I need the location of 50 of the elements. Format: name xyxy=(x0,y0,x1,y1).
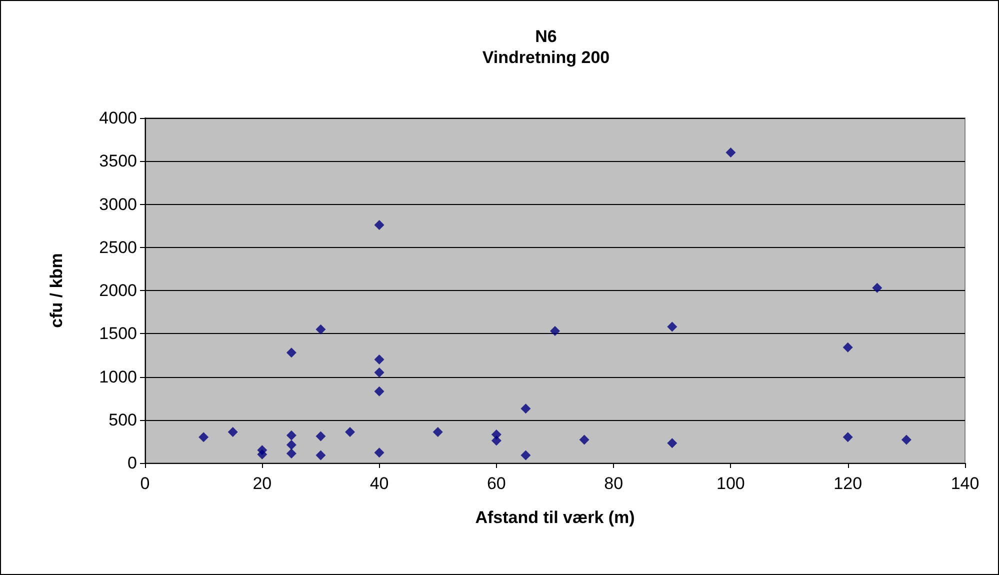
point xyxy=(316,324,326,334)
point xyxy=(432,426,443,437)
point xyxy=(579,434,590,445)
point xyxy=(901,434,912,445)
y-tick-label: 1500 xyxy=(99,324,137,344)
point xyxy=(374,367,384,378)
point xyxy=(842,432,853,442)
point xyxy=(726,148,736,158)
y-tick-label: 0 xyxy=(128,454,137,472)
point xyxy=(257,449,268,460)
chart-title: N6 xyxy=(535,27,557,46)
point xyxy=(286,430,296,440)
point xyxy=(374,220,384,230)
point xyxy=(374,386,384,396)
point xyxy=(520,450,531,460)
x-axis-title: Afstand til værk (m) xyxy=(475,508,635,527)
x-tick-label: 140 xyxy=(950,474,980,493)
x-tick-label: 100 xyxy=(716,474,745,493)
y-tick-label: 500 xyxy=(108,410,137,430)
point xyxy=(667,322,678,332)
point xyxy=(520,404,531,414)
point xyxy=(667,438,678,448)
y-tick-label: 2500 xyxy=(99,238,137,257)
x-tick-label: 120 xyxy=(834,474,862,493)
y-tick-label: 2000 xyxy=(99,281,137,300)
point xyxy=(286,440,296,450)
point xyxy=(374,354,384,364)
x-tick-label: 20 xyxy=(252,474,272,493)
point xyxy=(286,348,296,358)
point xyxy=(491,436,502,446)
y-tick-label: 1000 xyxy=(99,367,137,386)
point xyxy=(228,426,238,437)
chart-subtitle: Vindretning 200 xyxy=(482,48,610,67)
point xyxy=(316,431,326,442)
point xyxy=(550,326,560,336)
y-tick-label: 3000 xyxy=(99,194,137,214)
point xyxy=(286,448,296,459)
x-tick-label: 0 xyxy=(140,474,150,493)
x-tick-label: 60 xyxy=(486,474,506,493)
point xyxy=(374,448,384,458)
point xyxy=(872,282,882,293)
point xyxy=(198,432,209,442)
x-tick-label: 80 xyxy=(604,474,624,493)
point xyxy=(842,342,853,352)
point xyxy=(316,450,326,460)
y-axis-title: cfu / kbm xyxy=(47,253,66,328)
x-tick-label: 40 xyxy=(370,474,389,493)
y-tick-label: 4000 xyxy=(99,108,137,128)
point xyxy=(345,426,355,437)
y-tick-label: 3500 xyxy=(99,152,137,171)
